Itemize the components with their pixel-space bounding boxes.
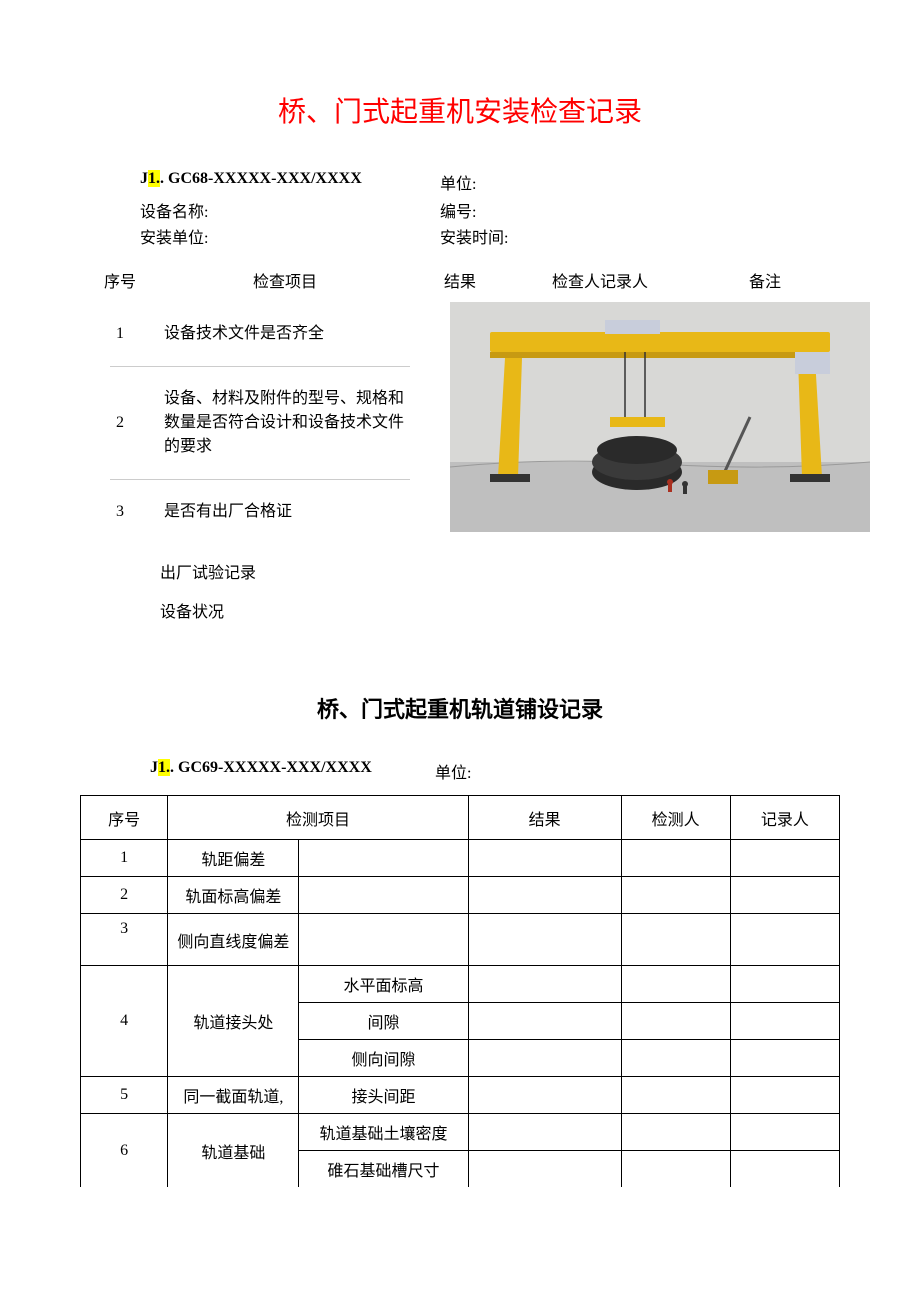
doc1-install-unit-label: 安装单位:	[140, 224, 440, 248]
doc1-code: J1.. GC68-XXXXX-XXX/XXXX	[140, 170, 440, 194]
crane-illustration	[450, 302, 870, 532]
cell-seq: 2	[81, 877, 168, 914]
doc2-header-seq: 序号	[81, 796, 168, 840]
cell-recorder	[730, 877, 839, 914]
cell-inspector	[621, 1040, 730, 1077]
cell-sub: 碓石基础槽尺寸	[299, 1151, 468, 1188]
doc1-code-highlight: 1.	[148, 170, 160, 187]
doc1-code-suffix: . GC68-XXXXX-XXX/XXXX	[160, 170, 362, 187]
doc2-code-highlight: 1.	[158, 759, 170, 776]
cell-seq: 5	[81, 1077, 168, 1114]
table-row: 3 侧向直线度偏差	[81, 914, 840, 966]
cell-result	[468, 877, 621, 914]
cell-sub	[299, 877, 468, 914]
cell-inspector	[621, 877, 730, 914]
doc1-info-line1: 设备名称: 编号:	[80, 198, 840, 222]
doc1-row2-item: 设备、材料及附件的型号、规格和数量是否符合设计和设备技术文件的要求	[160, 387, 410, 459]
cell-recorder	[730, 914, 839, 966]
cell-sub	[299, 840, 468, 877]
cell-inspector	[621, 1151, 730, 1188]
doc1-row2-seq: 2	[80, 414, 160, 432]
doc1-row3-item: 是否有出厂合格证	[160, 500, 410, 524]
cell-seq: 6	[81, 1114, 168, 1188]
cell-result	[468, 966, 621, 1003]
cell-sub: 接头间距	[299, 1077, 468, 1114]
doc2-header-item: 检测项目	[168, 796, 468, 840]
cell-recorder	[730, 1077, 839, 1114]
doc2-unit-label: 单位:	[435, 759, 471, 783]
table-row: 4 轨道接头处 水平面标高	[81, 966, 840, 1003]
cell-item: 轨距偏差	[168, 840, 299, 877]
doc1-extra1: 出厂试验记录	[80, 559, 840, 583]
cell-sub	[299, 914, 468, 966]
doc1-header-result: 结果	[410, 268, 510, 292]
cell-result	[468, 1077, 621, 1114]
table-row: 5 同一截面轨道, 接头间距	[81, 1077, 840, 1114]
cell-recorder	[730, 840, 839, 877]
doc1-code-prefix: J	[140, 170, 148, 187]
cell-sub: 间隙	[299, 1003, 468, 1040]
doc1-header-item: 检查项目	[160, 268, 410, 292]
cell-recorder	[730, 1114, 839, 1151]
cell-result	[468, 1040, 621, 1077]
cell-item: 轨道接头处	[168, 966, 299, 1077]
doc1-install-time-label: 安装时间:	[440, 224, 508, 248]
cell-recorder	[730, 966, 839, 1003]
cell-result	[468, 1151, 621, 1188]
doc2-table: 序号 检测项目 结果 检测人 记录人 1 轨距偏差 2 轨面标高偏差 3 侧向直…	[80, 795, 840, 1187]
cell-sub: 水平面标高	[299, 966, 468, 1003]
cell-inspector	[621, 966, 730, 1003]
doc2-code-prefix: J	[150, 759, 158, 776]
cell-seq: 4	[81, 966, 168, 1077]
doc1-header-seq: 序号	[80, 268, 160, 292]
doc2-header-recorder: 记录人	[730, 796, 839, 840]
doc1-info-line2: 安装单位: 安装时间:	[80, 224, 840, 248]
doc1-table-header: 序号 检查项目 结果 检查人记录人 备注	[80, 250, 840, 302]
cell-sub: 侧向间隙	[299, 1040, 468, 1077]
doc1-header-inspector: 检查人记录人	[510, 268, 690, 292]
cell-item: 轨道基础	[168, 1114, 299, 1188]
cell-result	[468, 840, 621, 877]
doc1-equip-name-label: 设备名称:	[140, 198, 440, 222]
table-row: 2 轨面标高偏差	[81, 877, 840, 914]
table-row: 6 轨道基础 轨道基础土壤密度	[81, 1114, 840, 1151]
cell-recorder	[730, 1151, 839, 1188]
doc1-unit-label: 单位:	[440, 170, 476, 194]
doc1-table-body: 1 设备技术文件是否齐全 2 设备、材料及附件的型号、规格和数量是否符合设计和设…	[80, 302, 840, 642]
doc1-header-remark: 备注	[690, 268, 840, 292]
doc1-row1-seq: 1	[80, 325, 160, 343]
cell-recorder	[730, 1003, 839, 1040]
cell-result	[468, 914, 621, 966]
cell-inspector	[621, 1077, 730, 1114]
doc1-row1-item: 设备技术文件是否齐全	[160, 322, 410, 346]
cell-seq: 1	[81, 840, 168, 877]
doc2-code-suffix: . GC69-XXXXX-XXX/XXXX	[170, 759, 372, 776]
cell-result	[468, 1003, 621, 1040]
cell-inspector	[621, 840, 730, 877]
cell-inspector	[621, 1114, 730, 1151]
doc1-extra2: 设备状况	[80, 598, 840, 622]
cell-seq: 3	[81, 914, 168, 966]
cell-item: 同一截面轨道,	[168, 1077, 299, 1114]
cell-item: 轨面标高偏差	[168, 877, 299, 914]
table-row: 序号 检测项目 结果 检测人 记录人	[81, 796, 840, 840]
doc2-title: 桥、门式起重机轨道铺设记录	[80, 692, 840, 724]
doc2-code-line: J1.. GC69-XXXXX-XXX/XXXX 单位:	[80, 759, 840, 783]
cell-item: 侧向直线度偏差	[168, 914, 299, 966]
cell-sub: 轨道基础土壤密度	[299, 1114, 468, 1151]
doc2-code: J1.. GC69-XXXXX-XXX/XXXX	[150, 759, 435, 783]
doc1-row3-seq: 3	[80, 503, 160, 521]
doc2-header-result: 结果	[468, 796, 621, 840]
table-row: 1 轨距偏差	[81, 840, 840, 877]
cell-recorder	[730, 1040, 839, 1077]
doc2-header-inspector: 检测人	[621, 796, 730, 840]
cell-result	[468, 1114, 621, 1151]
doc1-number-label: 编号:	[440, 198, 476, 222]
cell-inspector	[621, 1003, 730, 1040]
cell-inspector	[621, 914, 730, 966]
doc1-code-line: J1.. GC68-XXXXX-XXX/XXXX 单位:	[80, 170, 840, 194]
doc1-title: 桥、门式起重机安装检查记录	[80, 90, 840, 130]
